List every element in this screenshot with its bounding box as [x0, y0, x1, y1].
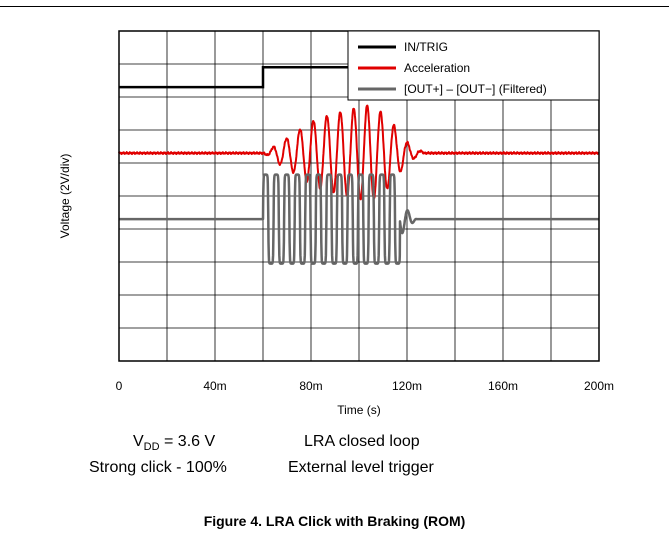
x-tick-label: 80m: [299, 379, 322, 393]
x-tick-labels: 0 40m 80m 120m 160m 200m: [116, 379, 614, 393]
vdd-value: = 3.6 V: [159, 433, 216, 450]
x-tick-label: 160m: [488, 379, 518, 393]
x-tick-label: 120m: [392, 379, 422, 393]
legend-label-intrig: IN/TRIG: [404, 40, 448, 54]
x-tick-label: 200m: [584, 379, 614, 393]
x-tick-label: 0: [116, 379, 123, 393]
legend: IN/TRIG Acceleration [OUT+] – [OUT−] (Fi…: [347, 30, 600, 101]
figure-caption: Figure 4. LRA Click with Braking (ROM): [203, 513, 466, 529]
trigger-condition: External level trigger: [288, 459, 434, 476]
trace-out-filtered: [117, 173, 601, 265]
vdd-symbol: V: [133, 433, 144, 450]
y-axis-label: Voltage (2V/div): [58, 154, 72, 239]
vdd-condition: VDD = 3.6 V: [133, 432, 215, 457]
effect-condition: Strong click - 100%: [89, 459, 227, 476]
vdd-subscript: DD: [143, 441, 160, 453]
x-axis-label: Time (s): [337, 403, 381, 417]
legend-label-acceleration: Acceleration: [404, 61, 470, 75]
oscilloscope-chart: IN/TRIG Acceleration [OUT+] – [OUT−] (Fi…: [58, 30, 614, 417]
x-tick-label: 40m: [203, 379, 226, 393]
loop-mode-condition: LRA closed loop: [304, 433, 420, 450]
top-rule: [0, 6, 669, 7]
legend-label-out-filtered: [OUT+] – [OUT−] (Filtered): [404, 82, 547, 96]
